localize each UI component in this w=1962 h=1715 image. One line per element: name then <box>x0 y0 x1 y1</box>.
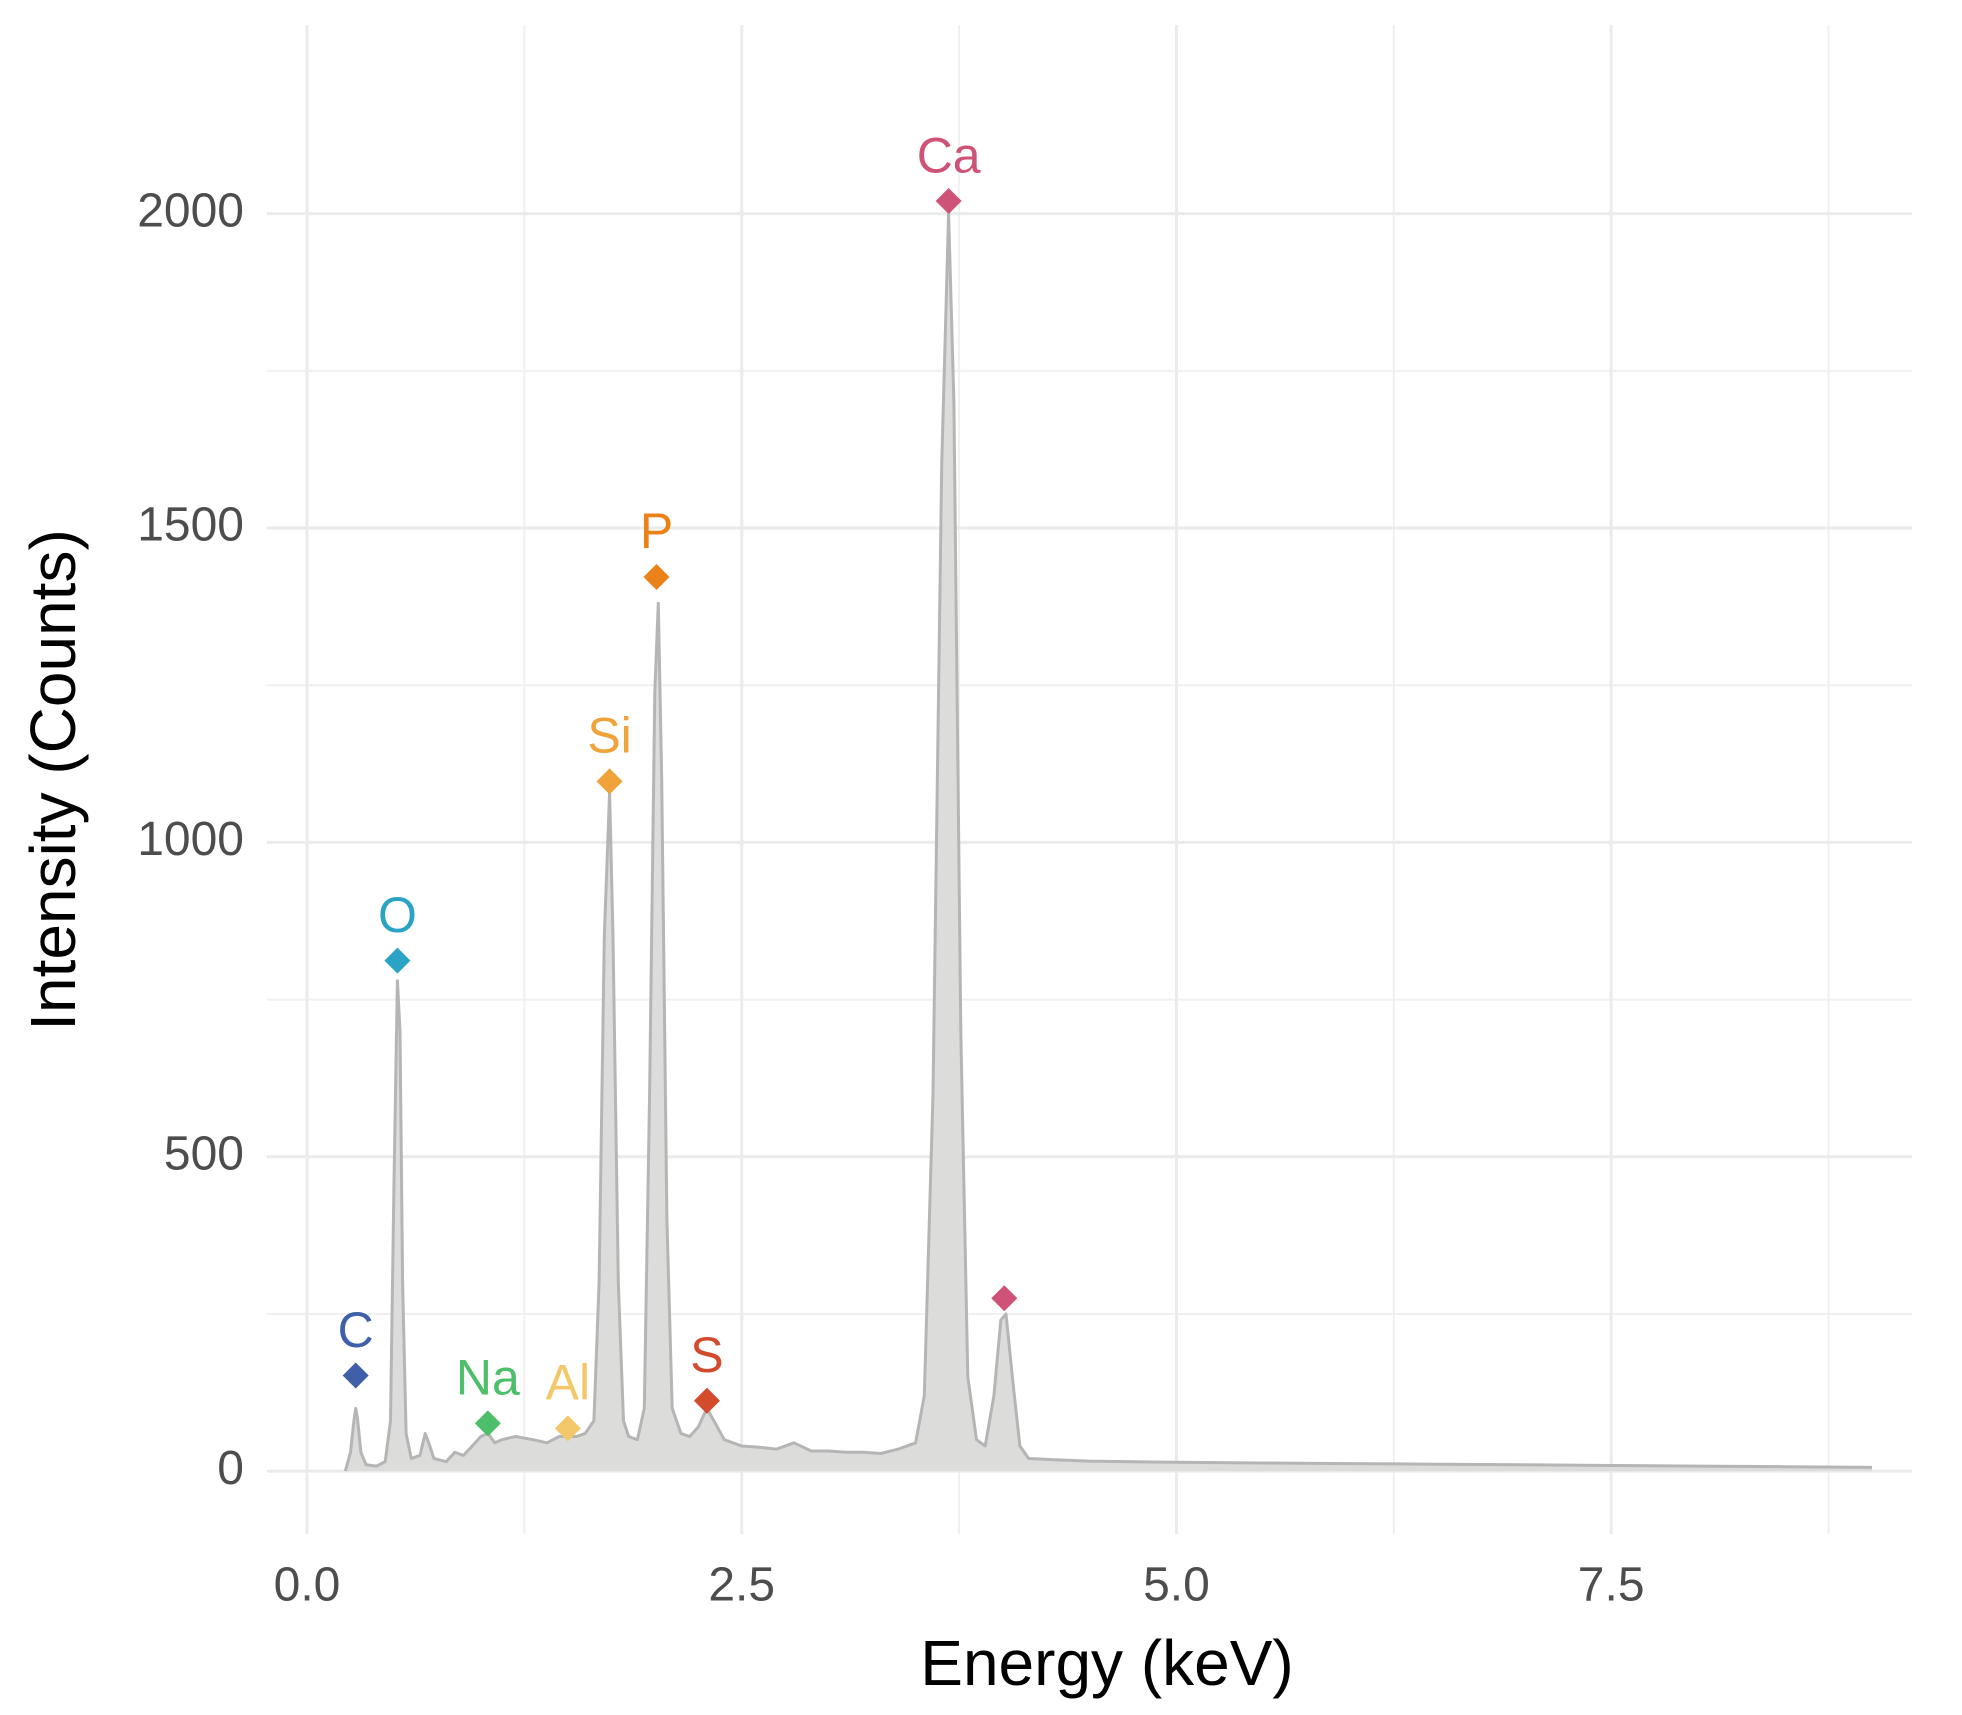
peak-label: Ca <box>917 127 981 183</box>
peak-marker <box>643 564 670 591</box>
x-tick-label: 0.0 <box>274 1559 341 1612</box>
peak-marker <box>342 1362 369 1389</box>
y-tick-label: 500 <box>164 1127 244 1180</box>
spectrum-line <box>343 212 1873 1472</box>
x-tick-label: 5.0 <box>1143 1559 1210 1612</box>
y-axis-title: Intensity (Counts) <box>17 529 89 1031</box>
y-tick-label: 1500 <box>137 499 244 552</box>
peak-label: O <box>378 887 417 943</box>
peak-marker <box>554 1415 581 1442</box>
grid <box>267 25 1912 1534</box>
y-tick-label: 1000 <box>137 813 244 866</box>
peak-label: Al <box>546 1355 590 1411</box>
peak-label: S <box>690 1327 723 1383</box>
peak-label: P <box>640 503 673 559</box>
peak-marker <box>596 768 623 795</box>
peak-marker <box>384 947 411 974</box>
peak-marker <box>991 1285 1018 1312</box>
peak-label: C <box>338 1302 374 1358</box>
y-tick-label: 2000 <box>137 184 244 237</box>
peak-marker <box>935 188 962 215</box>
peak-label: Na <box>456 1350 520 1406</box>
x-tick-label: 2.5 <box>708 1559 775 1612</box>
x-tick-label: 7.5 <box>1578 1559 1645 1612</box>
peak-label: Si <box>587 708 631 764</box>
x-axis-title: Energy (keV) <box>920 1627 1293 1699</box>
peak-marker <box>474 1410 501 1437</box>
peak-marker <box>693 1387 720 1414</box>
y-tick-label: 0 <box>217 1442 244 1495</box>
